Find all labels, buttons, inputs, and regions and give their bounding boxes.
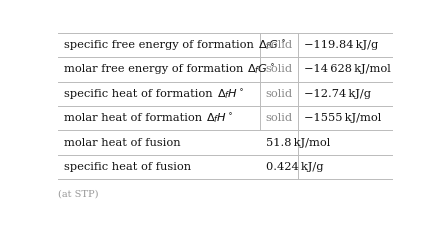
Text: $\Delta_f H^\circ$: $\Delta_f H^\circ$ (206, 111, 233, 125)
Text: −1555 kJ/mol: −1555 kJ/mol (304, 113, 381, 123)
Text: solid: solid (265, 64, 292, 74)
Text: specific free energy of formation: specific free energy of formation (64, 40, 257, 50)
Text: molar free energy of formation: molar free energy of formation (64, 64, 247, 74)
Text: specific heat of formation: specific heat of formation (64, 89, 216, 99)
Text: −12.74 kJ/g: −12.74 kJ/g (304, 89, 371, 99)
Text: 51.8 kJ/mol: 51.8 kJ/mol (265, 138, 330, 147)
Text: 0.424 kJ/g: 0.424 kJ/g (265, 162, 323, 172)
Text: molar heat of fusion: molar heat of fusion (64, 138, 180, 147)
Text: molar heat of formation: molar heat of formation (64, 113, 206, 123)
Text: $\Delta_f G^\circ$: $\Delta_f G^\circ$ (257, 38, 285, 52)
Text: −14 628 kJ/mol: −14 628 kJ/mol (304, 64, 390, 74)
Text: solid: solid (265, 89, 292, 99)
Text: −119.84 kJ/g: −119.84 kJ/g (304, 40, 378, 50)
Text: solid: solid (265, 40, 292, 50)
Text: $\Delta_f H^\circ$: $\Delta_f H^\circ$ (216, 87, 244, 101)
Text: (at STP): (at STP) (58, 190, 99, 199)
Text: solid: solid (265, 113, 292, 123)
Text: $\Delta_f G^\circ$: $\Delta_f G^\circ$ (247, 63, 275, 76)
Text: specific heat of fusion: specific heat of fusion (64, 162, 191, 172)
